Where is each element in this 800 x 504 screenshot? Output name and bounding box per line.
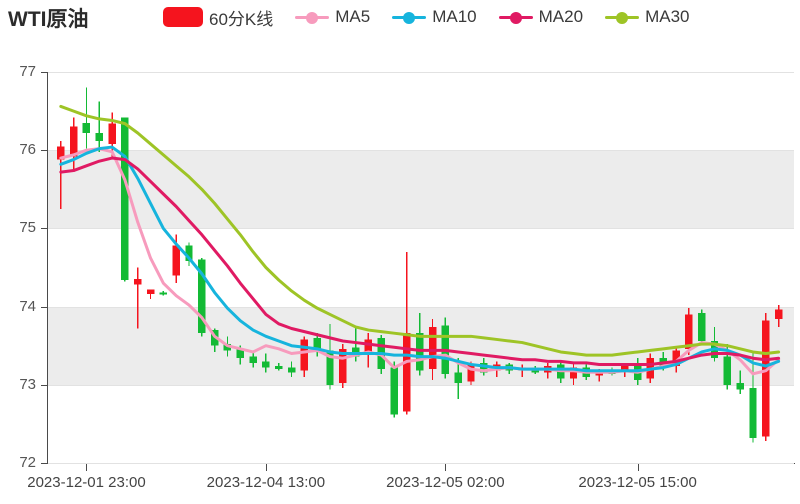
x-tick-0: [86, 464, 88, 471]
y-tick-label-73: 73: [19, 375, 36, 393]
gridline-74: [48, 306, 794, 308]
y-tick-label-76: 76: [19, 141, 36, 159]
candle: [697, 309, 706, 345]
y-tick-76: [41, 150, 48, 152]
page-title: WTI原油: [8, 8, 89, 31]
candle: [57, 140, 65, 209]
candle: [159, 290, 168, 296]
legend-item-MA10[interactable]: MA10: [392, 7, 477, 27]
line-dot-icon: [498, 10, 533, 24]
candle: [275, 362, 283, 371]
line-dot-icon: [392, 10, 427, 24]
candle: [518, 364, 526, 377]
y-tick-72: [41, 463, 48, 464]
y-tick-77: [41, 72, 48, 73]
kline-swatch-icon: [163, 7, 203, 27]
x-tick-label-2: 2023-12-05 02:00: [386, 474, 505, 491]
candle: [762, 312, 770, 442]
candlestick-series: [57, 87, 783, 443]
legend-label: 60分K线: [209, 9, 274, 29]
x-tick-3: [637, 464, 639, 471]
candle: [198, 258, 206, 337]
candle: [185, 242, 193, 266]
legend-item-MA20[interactable]: MA20: [498, 7, 584, 27]
candle: [300, 336, 309, 377]
candle: [416, 312, 424, 376]
y-tick-75: [41, 228, 48, 230]
legend-label: MA30: [645, 7, 690, 26]
y-tick-label-75: 75: [19, 219, 36, 237]
x-tick-label-1: 2023-12-04 13:00: [206, 474, 326, 491]
x-tick-label-0: 2023-12-01 23:00: [27, 474, 146, 491]
candle: [685, 308, 693, 356]
candle: [364, 333, 373, 368]
legend-label: MA10: [432, 7, 477, 26]
y-axis-line: [47, 72, 48, 464]
chart-legend: 60分K线 MA5 MA10 MA20 MA30: [163, 4, 711, 30]
candle: [403, 251, 411, 415]
x-tick-2: [445, 464, 447, 471]
legend-label: MA20: [538, 7, 584, 26]
candle: [287, 361, 296, 377]
candle: [146, 289, 155, 299]
candle: [441, 317, 450, 379]
candle: [454, 358, 462, 399]
candle: [313, 333, 321, 357]
candle: [69, 117, 78, 173]
line-dot-icon: [295, 10, 330, 24]
ma-line-MA20: [59, 156, 781, 366]
y-tick-73: [41, 384, 48, 386]
candle: [134, 267, 142, 329]
candle: [121, 117, 129, 282]
chart-header: WTI原油 60分K线 MA5 MA10 MA20 MA30: [0, 0, 800, 36]
x-tick-1: [265, 464, 267, 471]
candle: [82, 87, 91, 149]
gridline-73: [48, 384, 794, 386]
line-dot-icon: [605, 10, 640, 24]
candle: [749, 350, 757, 443]
chart-series-svg: [57, 87, 783, 443]
legend-item-MA5[interactable]: MA5: [295, 7, 370, 27]
legend-label: MA5: [335, 7, 371, 26]
candle: [262, 353, 270, 373]
legend-item-MA30[interactable]: MA30: [605, 7, 689, 27]
gridline-75: [48, 228, 794, 230]
y-tick-label-77: 77: [19, 63, 36, 80]
gridline-72: [48, 463, 794, 464]
ma-line-MA10: [59, 145, 781, 373]
ma-line-MA30: [59, 104, 781, 357]
legend-item-60分K线[interactable]: 60分K线: [163, 5, 273, 30]
x-tick-label-3: 2023-12-05 15:00: [578, 474, 697, 491]
gridline-77: [48, 72, 794, 73]
candle: [556, 361, 565, 384]
plot-area: [48, 72, 794, 464]
candle: [569, 362, 578, 385]
candle: [774, 305, 783, 327]
gridline-76: [48, 150, 794, 152]
candle: [736, 370, 744, 395]
y-tick-label-72: 72: [19, 454, 36, 471]
candle: [390, 361, 398, 418]
candle: [95, 101, 103, 152]
candle: [339, 344, 347, 388]
y-tick-74: [41, 306, 48, 308]
y-tick-label-74: 74: [19, 297, 36, 315]
